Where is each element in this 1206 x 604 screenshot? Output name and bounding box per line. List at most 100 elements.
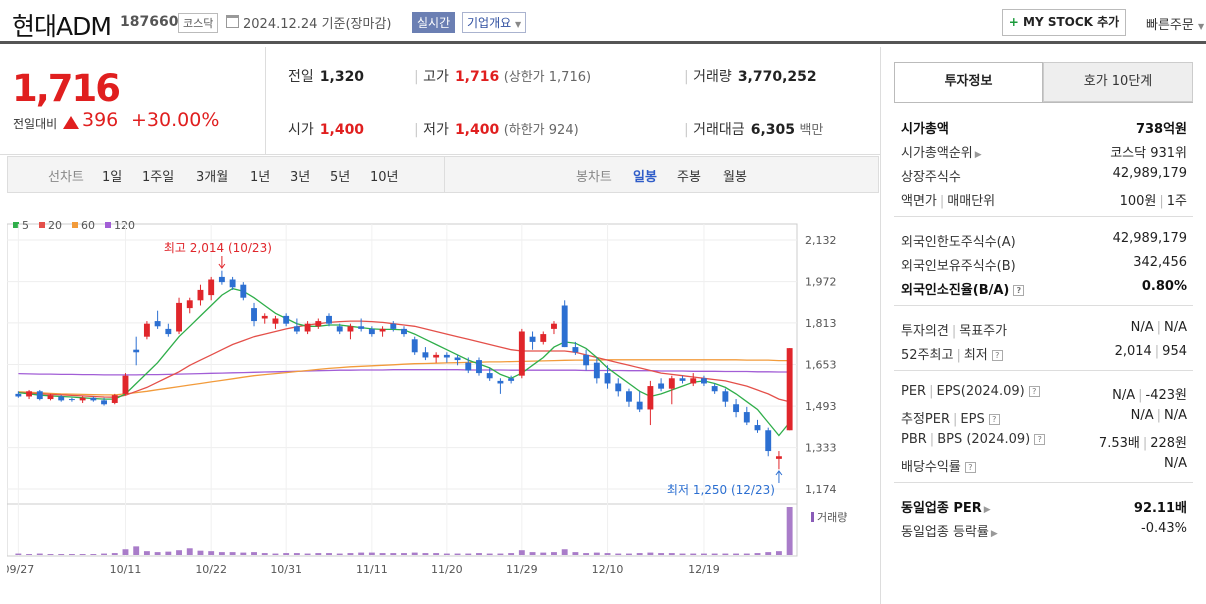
- volume-bar: [272, 553, 279, 555]
- mystock-add-button[interactable]: + MY STOCK 추가: [1002, 9, 1126, 36]
- caret-right-icon: ▶: [990, 529, 998, 539]
- chart-tab-bar: 선차트 1일 1주일 3개월 1년 3년 5년 10년 봉차트 일봉 주봉 월봉: [7, 156, 879, 193]
- candle-body: [540, 334, 547, 342]
- candle-body: [133, 349, 140, 353]
- tab-hoga-10[interactable]: 호가 10단계: [1043, 62, 1193, 102]
- volume-bar: [368, 552, 375, 555]
- tab-5y[interactable]: 5년: [330, 170, 351, 185]
- price-box: 1,716 전일대비 396 +30.00%: [0, 47, 266, 155]
- candle-body: [218, 276, 225, 283]
- legend-swatch: [39, 222, 45, 228]
- candle-body: [336, 326, 343, 332]
- candle-body: [390, 323, 397, 329]
- max-arrow-head: [218, 263, 226, 269]
- x-tick-label: 09/27: [7, 563, 34, 576]
- candle-body: [433, 354, 440, 358]
- tab-3y[interactable]: 3년: [290, 170, 311, 185]
- foreign-hold-row: 외국인보유주식수(B) 342,456: [901, 255, 1187, 274]
- ma5-line: [18, 287, 791, 437]
- help-icon[interactable]: ?: [988, 414, 1000, 425]
- volume-bar: [197, 550, 204, 555]
- tab-underline: [894, 102, 1193, 103]
- volume-bar: [454, 553, 461, 555]
- volume-bar: [186, 548, 193, 555]
- quick-order-button[interactable]: 빠른주문 ▼: [1146, 14, 1204, 33]
- shares-row: 상장주식수 42,989,179: [901, 166, 1187, 185]
- mystock-label: MY STOCK 추가: [1023, 15, 1120, 29]
- volume-bar: [304, 553, 311, 555]
- realtime-button[interactable]: 실시간: [412, 12, 456, 33]
- candle-body: [668, 378, 675, 389]
- x-tick-label: 10/31: [270, 563, 302, 576]
- candle-body: [775, 456, 782, 459]
- candle-body: [154, 321, 161, 327]
- candle-body: [261, 315, 268, 319]
- volume-bar: [765, 552, 772, 555]
- line-chart-label: 선차트: [48, 170, 84, 185]
- candle-body: [347, 326, 354, 332]
- candle-body: [476, 360, 482, 374]
- volume-bar: [486, 553, 493, 555]
- mktcap-rank-row[interactable]: 시가총액순위 ▶ 코스닥 931위: [901, 146, 1187, 161]
- y-tick-label: 1,813: [805, 317, 837, 330]
- legend-swatch: [13, 222, 19, 228]
- help-icon[interactable]: ?: [964, 462, 976, 473]
- section-divider: [894, 370, 1193, 371]
- volume-bar: [133, 546, 140, 555]
- volume-bar: [422, 553, 429, 555]
- caret-right-icon: ▶: [983, 505, 991, 515]
- volume-bar: [36, 553, 43, 555]
- tab-1d[interactable]: 1일: [102, 170, 123, 185]
- volume-bar: [465, 553, 472, 555]
- tab-weekly[interactable]: 주봉: [677, 170, 701, 185]
- candle-body: [583, 354, 590, 366]
- help-icon[interactable]: ?: [1028, 386, 1040, 397]
- candle-body: [443, 354, 450, 358]
- volume-bar: [508, 553, 515, 555]
- help-icon[interactable]: ?: [1013, 285, 1025, 296]
- volume-bar: [679, 553, 686, 555]
- low-price: | 저가 1,400 (하한가 924): [414, 122, 579, 138]
- foreign-ratio-row: 외국인소진율(B/A)? 0.80%: [901, 279, 1187, 298]
- industry-per-row[interactable]: 동일업종 PER ▶ 92.11배: [901, 501, 1187, 516]
- quick-order-label: 빠른주문: [1146, 18, 1194, 33]
- volume-legend-swatch: [811, 512, 814, 522]
- volume-bar: [711, 553, 718, 555]
- volume-bar: [26, 554, 33, 555]
- volume-bar: [358, 552, 365, 555]
- x-tick-label: 10/22: [195, 563, 227, 576]
- current-price: 1,716: [12, 67, 121, 110]
- high-price: | 고가 1,716 (상한가 1,716): [414, 69, 592, 85]
- candle-body: [733, 404, 740, 413]
- dividend-row: 배당수익률? N/A: [901, 456, 1187, 475]
- y-tick-label: 2,132: [805, 234, 837, 247]
- prev-close: 전일 1,320: [288, 69, 365, 85]
- tab-10y[interactable]: 10년: [370, 170, 399, 185]
- tab-daily[interactable]: 일봉: [633, 170, 657, 185]
- mktcap-row: 시가총액 738억원: [901, 122, 1187, 137]
- volume-bar: [411, 552, 418, 555]
- industry-change-row[interactable]: 동일업종 등락률 ▶ -0.43%: [901, 521, 1187, 540]
- candle-body: [326, 315, 332, 324]
- opinion-row: 투자의견 | 목표주가 N/A | N/A: [901, 320, 1187, 339]
- volume-bar: [15, 553, 22, 555]
- help-icon[interactable]: ?: [1034, 434, 1046, 445]
- tab-1y[interactable]: 1년: [250, 170, 271, 185]
- stock-code: 187660: [120, 14, 179, 30]
- tab-1w[interactable]: 1주일: [142, 170, 175, 185]
- candle-body: [765, 430, 772, 452]
- volume-bar: [743, 553, 750, 555]
- tab-3m[interactable]: 3개월: [196, 170, 229, 185]
- candle-body: [529, 336, 536, 342]
- help-icon[interactable]: ?: [991, 350, 1003, 361]
- stock-name: 현대ADM: [12, 12, 112, 41]
- legend-swatch: [72, 222, 78, 228]
- tab-invest-info[interactable]: 투자정보: [894, 62, 1043, 102]
- section-divider: [894, 305, 1193, 306]
- candle-body: [636, 401, 643, 410]
- tab-monthly[interactable]: 월봉: [723, 170, 747, 185]
- section-divider: [894, 482, 1193, 483]
- corp-info-dropdown[interactable]: 기업개요 ▼: [462, 12, 527, 33]
- x-tick-label: 11/11: [356, 563, 388, 576]
- min-price-note: 최저 1,250 (12/23): [667, 483, 775, 497]
